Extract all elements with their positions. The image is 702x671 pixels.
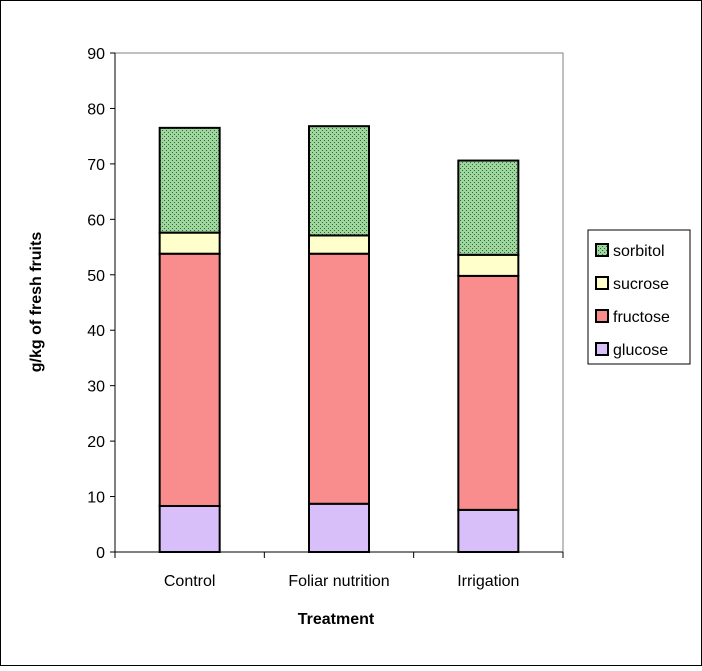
bar-segment-glucose (158, 504, 221, 553)
bar-segment-fructose (457, 274, 520, 511)
legend: sorbitol sucrose fructose glucose (587, 229, 691, 365)
bar-segment-sucrose (308, 234, 370, 255)
y-tick-label: 60 (87, 212, 105, 229)
bar-stacks (158, 125, 520, 554)
legend-swatch-sorbitol (595, 243, 609, 257)
legend-label-fructose: fructose (613, 309, 670, 326)
y-tick-label: 70 (87, 157, 105, 174)
bar-stack-control (158, 126, 221, 553)
bar-stack-irrigation (457, 159, 520, 553)
bar-segment-sucrose (457, 253, 520, 277)
legend-label-glucose: glucose (613, 342, 668, 359)
y-tick-label: 50 (87, 268, 105, 285)
bar-segment-fructose (158, 252, 221, 507)
y-axis: 0 10 20 30 40 50 60 70 80 90 (87, 46, 116, 562)
bar-segment-sucrose (158, 231, 221, 255)
bar-stack-foliar-nutrition (308, 125, 370, 554)
x-axis-title: Treatment (298, 611, 375, 628)
bar-segment-sorbitol (457, 159, 520, 256)
bar-segment-sorbitol (308, 125, 370, 237)
bar-segment-sorbitol (158, 126, 221, 234)
y-tick-label: 80 (87, 101, 105, 118)
legend-swatch-fructose (595, 309, 609, 323)
x-tick-label: Foliar nutrition (288, 573, 389, 590)
bar-segment-glucose (457, 508, 520, 553)
legend-swatch-sucrose (595, 276, 609, 290)
y-tick-label: 30 (87, 379, 105, 396)
y-tick-label: 20 (87, 434, 105, 451)
y-tick-label: 40 (87, 323, 105, 340)
x-tick-label: Control (164, 573, 216, 590)
x-tick-label: Irrigation (457, 573, 519, 590)
legend-label-sucrose: sucrose (613, 276, 669, 293)
y-tick-label: 10 (87, 490, 105, 507)
legend-label-sorbitol: sorbitol (613, 243, 665, 260)
y-tick-label: 0 (96, 545, 105, 562)
bar-segment-fructose (308, 252, 370, 505)
y-axis-title: g/kg of fresh fruits (28, 232, 45, 373)
bar-segment-glucose (308, 502, 370, 554)
y-tick-label: 90 (87, 46, 105, 63)
legend-swatch-glucose (595, 342, 609, 356)
